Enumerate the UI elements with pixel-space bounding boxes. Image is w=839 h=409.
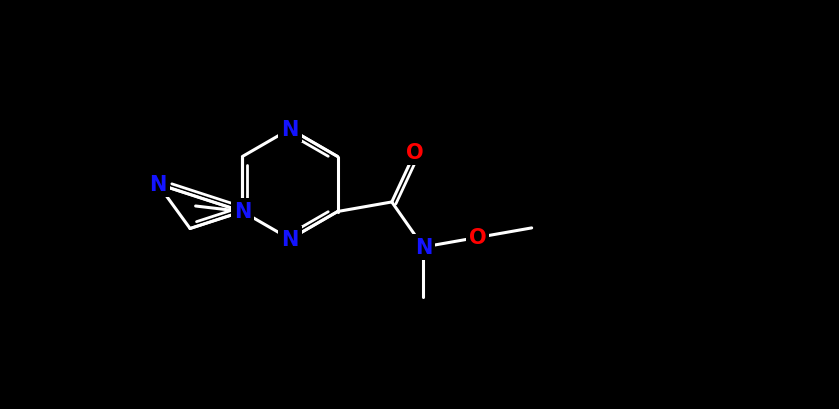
Text: N: N bbox=[234, 202, 251, 222]
Text: N: N bbox=[414, 237, 432, 257]
Text: O: O bbox=[406, 143, 424, 163]
Text: N: N bbox=[149, 175, 166, 195]
Text: N: N bbox=[281, 120, 299, 139]
Text: N: N bbox=[281, 229, 299, 249]
Text: O: O bbox=[469, 228, 487, 248]
